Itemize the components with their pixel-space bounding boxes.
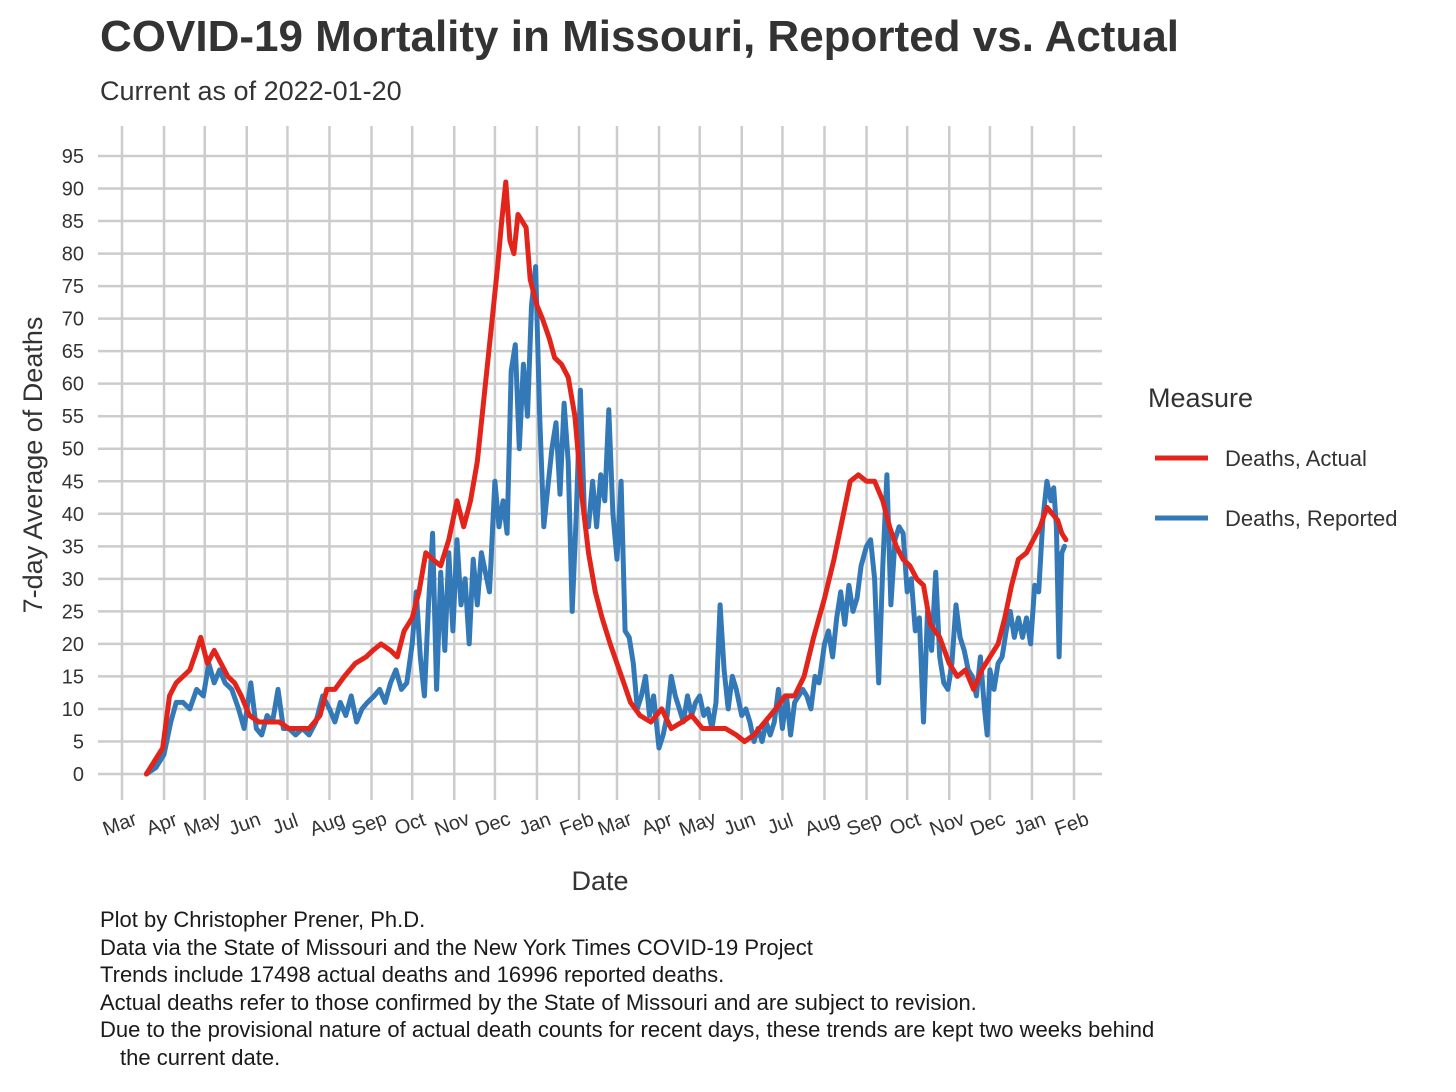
y-tick-label: 40 <box>62 504 84 526</box>
x-tick-label: Sep <box>844 808 885 841</box>
y-tick-label: 35 <box>62 536 84 558</box>
caption-line: Plot by Christopher Prener, Ph.D. <box>100 907 426 932</box>
y-tick-label: 80 <box>62 244 84 266</box>
y-tick-label: 20 <box>62 634 84 656</box>
x-tick-label: Jul <box>765 810 797 839</box>
y-tick-label: 60 <box>62 374 84 396</box>
y-tick-label: 65 <box>62 341 84 363</box>
x-tick-label: Aug <box>802 808 843 841</box>
caption: Plot by Christopher Prener, Ph.D. Data v… <box>100 906 1154 1071</box>
x-tick-label: Jul <box>270 810 302 839</box>
x-tick-label: Jun <box>721 809 759 841</box>
y-tick-label: 25 <box>62 601 84 623</box>
x-tick-label: Oct <box>887 809 924 840</box>
y-axis-label: 7-day Average of Deaths <box>18 317 48 614</box>
y-tick-label: 85 <box>62 211 84 233</box>
x-tick-label: Mar <box>595 808 635 841</box>
y-tick-label: 55 <box>62 406 84 428</box>
x-tick-label: May <box>181 808 224 842</box>
x-tick-label: Feb <box>557 808 597 840</box>
series-lines <box>143 179 1069 777</box>
x-tick-label: Mar <box>100 808 140 841</box>
legend-label-actual: Deaths, Actual <box>1225 446 1367 471</box>
x-tick-label: Dec <box>472 808 513 841</box>
y-tick-label: 90 <box>62 179 84 201</box>
y-tick-label: 50 <box>62 439 84 461</box>
x-tick-label: Apr <box>144 809 181 840</box>
series-line-actual <box>143 179 1069 777</box>
x-tick-label: Jan <box>1011 809 1049 841</box>
legend-label-reported: Deaths, Reported <box>1225 506 1397 531</box>
y-tick-label: 70 <box>62 309 84 331</box>
x-tick-label: Apr <box>639 809 676 840</box>
caption-line: Data via the State of Missouri and the N… <box>100 934 813 960</box>
y-axis-ticks: 0 5 10 15 20 25 30 35 40 45 50 55 60 65 70 75 80 85 90 95 <box>62 146 84 786</box>
y-tick-label: 10 <box>62 699 84 721</box>
caption-line: Trends include 17498 actual deaths and 1… <box>100 962 725 987</box>
x-tick-label: May <box>676 808 719 842</box>
x-tick-label: Nov <box>432 808 473 841</box>
x-tick-label: Nov <box>927 808 968 841</box>
caption-line: Actual deaths refer to those confirmed b… <box>100 989 977 1015</box>
y-tick-label: 95 <box>62 146 84 168</box>
legend: Measure Deaths, Actual Deaths, Reported <box>1148 383 1397 531</box>
gridlines <box>98 126 1102 800</box>
legend-title: Measure <box>1148 383 1253 413</box>
chart-subtitle: Current as of 2022-01-20 <box>100 76 402 106</box>
y-tick-label: 0 <box>73 764 84 786</box>
x-tick-label: Jun <box>226 809 264 841</box>
y-tick-label: 15 <box>62 666 84 688</box>
x-tick-label: Jan <box>516 809 554 841</box>
caption-line: Due to the provisional nature of actual … <box>100 1017 1155 1042</box>
x-tick-label: Aug <box>307 808 348 841</box>
caption-line: the current date. <box>120 1044 281 1070</box>
x-tick-label: Feb <box>1052 808 1092 840</box>
y-tick-label: 75 <box>62 276 84 298</box>
series-line-reported <box>143 264 1067 777</box>
y-tick-label: 5 <box>73 731 84 753</box>
x-tick-label: Oct <box>392 809 429 840</box>
y-tick-label: 45 <box>62 471 84 493</box>
x-tick-label: Dec <box>967 808 1008 841</box>
chart-title: COVID-19 Mortality in Missouri, Reported… <box>100 12 1180 61</box>
x-axis-label: Date <box>571 866 628 896</box>
y-tick-label: 30 <box>62 569 84 591</box>
x-tick-label: Sep <box>349 808 390 841</box>
line-chart: 0 5 10 15 20 25 30 35 40 45 50 55 60 65 70 75 80 85 90 95 M… <box>18 126 1397 896</box>
